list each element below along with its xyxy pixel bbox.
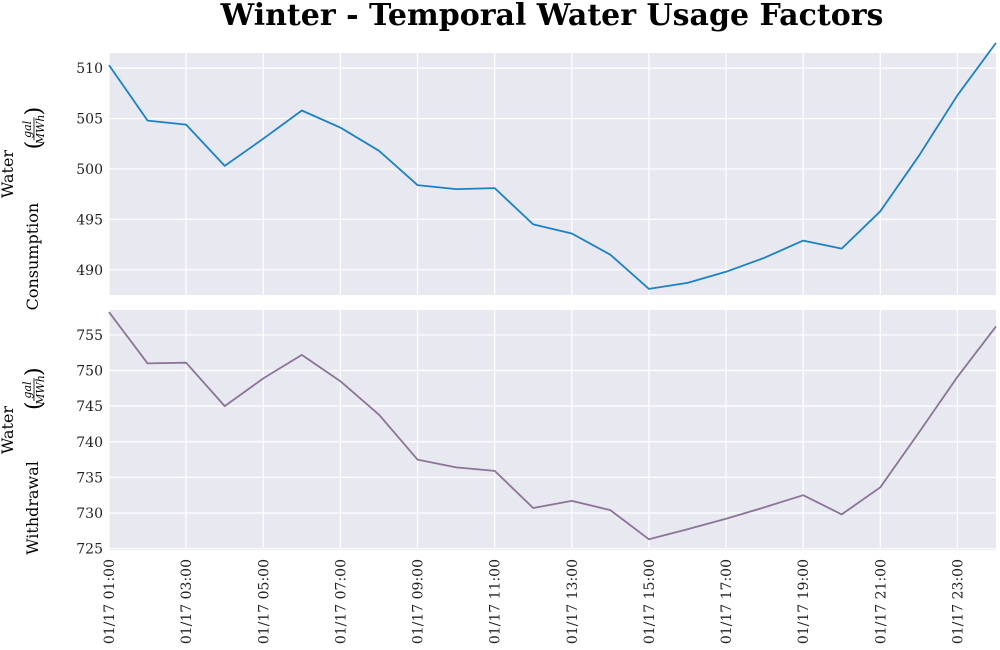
withdrawal-unit-numerator: gal [21, 381, 34, 399]
consumption-y-label-line1: Water [0, 150, 17, 198]
withdrawal-y-tick-label: 725 [76, 542, 103, 558]
withdrawal-y-label-line2: Withdrawal [23, 461, 42, 555]
x-tick-label: 01/17 07:00 [333, 559, 349, 644]
consumption-unit-denominator: MWh [34, 115, 47, 146]
withdrawal-y-tick-label: 740 [76, 435, 103, 451]
x-tick-label: 01/17 21:00 [873, 559, 889, 644]
consumption-y-tick-label: 495 [76, 212, 103, 228]
x-tick-label: 01/17 09:00 [411, 559, 427, 644]
withdrawal-unit-denominator: MWh [34, 375, 47, 406]
consumption-unit-paren-close: ) [22, 107, 47, 116]
x-tick-label: 01/17 01:00 [102, 559, 118, 644]
consumption-unit-numerator: gal [21, 120, 34, 138]
withdrawal-y-tick-label: 755 [76, 328, 103, 344]
x-tick-label: 01/17 19:00 [796, 559, 812, 644]
withdrawal-y-tick-label: 750 [76, 364, 103, 380]
withdrawal-unit-paren-close: ) [22, 367, 47, 376]
x-tick-label: 01/17 11:00 [488, 559, 504, 644]
consumption-y-axis-label: Water Consumption ( gal MWh) [0, 107, 47, 311]
withdrawal-y-tick-label: 735 [76, 470, 103, 486]
consumption-plot-area [109, 53, 996, 295]
consumption-y-tick-label: 490 [76, 263, 103, 279]
consumption-y-tick-label: 510 [76, 61, 103, 77]
consumption-y-tick-label: 505 [76, 112, 103, 128]
consumption-series-line [108, 42, 997, 290]
withdrawal-series-line [108, 311, 997, 541]
x-tick-label: 01/17 05:00 [256, 559, 272, 644]
consumption-y-label-line2: Consumption [23, 203, 42, 311]
withdrawal-y-label-line1: Water [0, 406, 17, 454]
withdrawal-unit-paren-open: ( [22, 401, 47, 410]
x-tick-label: 01/17 23:00 [950, 559, 966, 644]
withdrawal-y-axis-label: Water Withdrawal ( gal MWh) [0, 367, 47, 554]
chart-title: Winter - Temporal Water Usage Factors [220, 0, 884, 33]
x-tick-label: 01/17 17:00 [719, 559, 735, 644]
x-tick-label: 01/17 03:00 [179, 559, 195, 644]
x-tick-label: 01/17 15:00 [642, 559, 658, 644]
consumption-unit-paren-open: ( [22, 141, 47, 150]
withdrawal-y-tick-label: 730 [76, 506, 103, 522]
x-tick-label: 01/17 13:00 [565, 559, 581, 644]
withdrawal-y-tick-label: 745 [76, 399, 103, 415]
consumption-y-tick-label: 500 [76, 162, 103, 178]
withdrawal-plot-area [109, 310, 996, 550]
